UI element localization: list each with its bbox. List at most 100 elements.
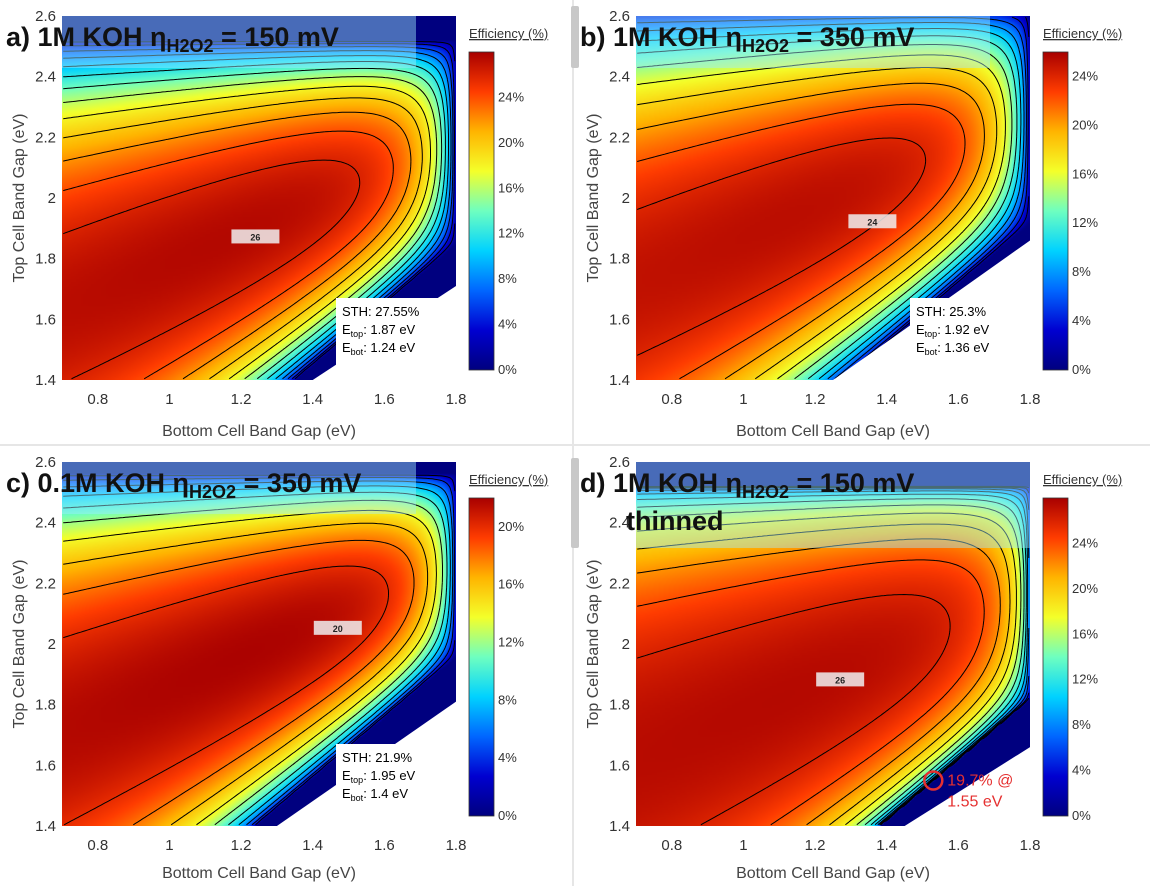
peak-label-box (848, 214, 897, 229)
colorbar-tick-label: 16% (1072, 626, 1098, 641)
colorbar-tick-label: 8% (498, 271, 517, 286)
x-tick-label: 0.8 (661, 391, 682, 408)
panel-title: b) 1M KOH ηH2O2 = 350 mV (580, 22, 914, 56)
y-tick-label: 2.2 (35, 575, 56, 592)
colorbar-tick-label: 4% (498, 317, 517, 332)
y-tick-label: 2 (622, 636, 630, 653)
peak-label: 26 (250, 232, 260, 242)
colorbar-tick-label: 4% (1072, 313, 1091, 328)
y-tick-label: 1.8 (35, 251, 56, 268)
y-tick-label: 2.2 (609, 129, 630, 146)
colorbar-tick-label: 12% (1072, 215, 1098, 230)
contour-lines (636, 16, 1030, 380)
y-axis-label: Top Cell Band Gap (eV) (11, 560, 28, 729)
colorbar-tick-label: 8% (498, 692, 517, 707)
colorbar-tick-label: 20% (1072, 117, 1098, 132)
x-tick-label: 1.2 (805, 391, 826, 408)
chart-svg: 26 0.8 1 1.2 1.4 1.6 1.8 1.4 1.6 1.8 2 2.2 2.4 2.6 Bot… (580, 454, 1122, 882)
x-tick-label: 1.4 (876, 391, 897, 408)
y-tick-label: 2.6 (35, 454, 56, 471)
chart-svg: 26 0.8 1 1.2 1.4 1.6 1.8 1.4 1.6 1.8 2 2.2 2.4 2.6 Bot… (6, 8, 548, 440)
y-tick-label: 1.6 (609, 757, 630, 774)
contour-lines (63, 474, 456, 826)
colorbar-tick-label: 16% (498, 577, 524, 592)
colorbar-tick-label: 20% (498, 135, 524, 150)
x-axis-label: Bottom Cell Band Gap (eV) (162, 865, 356, 882)
title-overlay (636, 16, 990, 68)
y-axis-label: Top Cell Band Gap (eV) (11, 114, 28, 283)
colorbar-tick-label: 0% (498, 808, 517, 823)
colorbar-title: Efficiency (%) (1043, 472, 1122, 487)
colorbar-tick-label: 4% (498, 750, 517, 765)
peak-label-box (313, 620, 362, 635)
peak-label: 26 (835, 675, 845, 685)
y-tick-label: 2.4 (609, 515, 630, 532)
panel-title: d) 1M KOH ηH2O2 = 150 mV (580, 468, 914, 502)
y-tick-label: 2.6 (35, 8, 56, 25)
panel-title: a) 1M KOH ηH2O2 = 150 mV (6, 22, 339, 56)
y-tick-label: 1.6 (35, 757, 56, 774)
x-tick-label: 1.2 (805, 837, 826, 854)
x-tick-label: 1.4 (302, 837, 323, 854)
x-tick-label: 1.2 (231, 837, 252, 854)
panel-c: 20 0.8 1 1.2 1.4 1.6 1.8 1.4 1.6 1.8 2 2.2 2.4 2.6 Bot… (0, 446, 572, 886)
chart-svg: 24 0.8 1 1.2 1.4 1.6 1.8 1.4 1.6 1.8 2 2.2 2.4 2.6 Bot… (580, 8, 1122, 440)
panel-title-line2: thinned (626, 506, 723, 536)
colorbar-tick-label: 0% (1072, 808, 1091, 823)
x-tick-label: 1 (165, 391, 173, 408)
colorbar-tick-label: 20% (498, 519, 524, 534)
y-tick-label: 1.8 (35, 697, 56, 714)
y-tick-label: 2.2 (609, 575, 630, 592)
colorbar-tick-label: 24% (498, 89, 524, 104)
colorbar-tick-label: 0% (498, 362, 517, 377)
heatmap (636, 462, 1030, 826)
y-tick-label: 2.4 (609, 69, 630, 86)
chart-svg: 20 0.8 1 1.2 1.4 1.6 1.8 1.4 1.6 1.8 2 2.2 2.4 2.6 Bot… (6, 454, 548, 882)
info-etop: Etop: 1.87 eV (342, 322, 416, 339)
colorbar-tick-label: 24% (1072, 535, 1098, 550)
y-tick-label: 1.6 (609, 311, 630, 328)
panel-a: 26 0.8 1 1.2 1.4 1.6 1.8 1.4 1.6 1.8 2 2.2 2.4 2.6 Bot… (0, 0, 572, 444)
info-sth: STH: 27.55% (342, 304, 420, 319)
panel-title: c) 0.1M KOH ηH2O2 = 350 mV (6, 468, 361, 502)
info-sth: STH: 25.3% (916, 304, 987, 319)
x-tick-label: 1 (739, 391, 747, 408)
colorbar-title: Efficiency (%) (469, 472, 548, 487)
title-overlay (636, 462, 1030, 548)
info-etop: Etop: 1.95 eV (342, 768, 416, 785)
title-overlay (62, 462, 416, 514)
y-tick-label: 2.4 (35, 515, 56, 532)
contour-lines (63, 40, 456, 380)
peak-label: 24 (867, 217, 877, 227)
info-ebot: Ebot: 1.36 eV (916, 340, 990, 357)
colorbar-tick-label: 8% (1072, 717, 1091, 732)
y-tick-label: 1.8 (609, 697, 630, 714)
x-tick-label: 1.6 (374, 837, 395, 854)
x-tick-label: 1.8 (446, 391, 467, 408)
scrollbar-thumb-bottom[interactable] (571, 458, 579, 548)
colorbar-tick-label: 16% (1072, 166, 1098, 181)
y-tick-label: 2 (48, 636, 56, 653)
y-axis-label: Top Cell Band Gap (eV) (585, 560, 602, 729)
x-tick-label: 1.8 (446, 837, 467, 854)
x-tick-label: 0.8 (87, 837, 108, 854)
x-tick-label: 1.8 (1020, 837, 1041, 854)
info-etop: Etop: 1.92 eV (916, 322, 990, 339)
peak-label: 20 (333, 624, 343, 634)
x-tick-label: 0.8 (661, 837, 682, 854)
colorbar-tick-label: 12% (1072, 672, 1098, 687)
scrollbar-thumb-top[interactable] (571, 6, 579, 68)
y-tick-label: 1.8 (609, 251, 630, 268)
y-tick-label: 1.4 (35, 372, 56, 389)
title-overlay (62, 16, 416, 68)
info-box (336, 298, 456, 370)
peak-label-box (231, 229, 280, 244)
horizontal-divider (0, 444, 1150, 446)
y-tick-label: 2.4 (35, 69, 56, 86)
info-box (336, 744, 456, 816)
y-axis-label: Top Cell Band Gap (eV) (585, 114, 602, 283)
x-tick-label: 1.8 (1020, 391, 1041, 408)
info-ebot: Ebot: 1.24 eV (342, 340, 416, 357)
colorbar-tick-label: 20% (1072, 581, 1098, 596)
colorbar-title: Efficiency (%) (1043, 26, 1122, 41)
